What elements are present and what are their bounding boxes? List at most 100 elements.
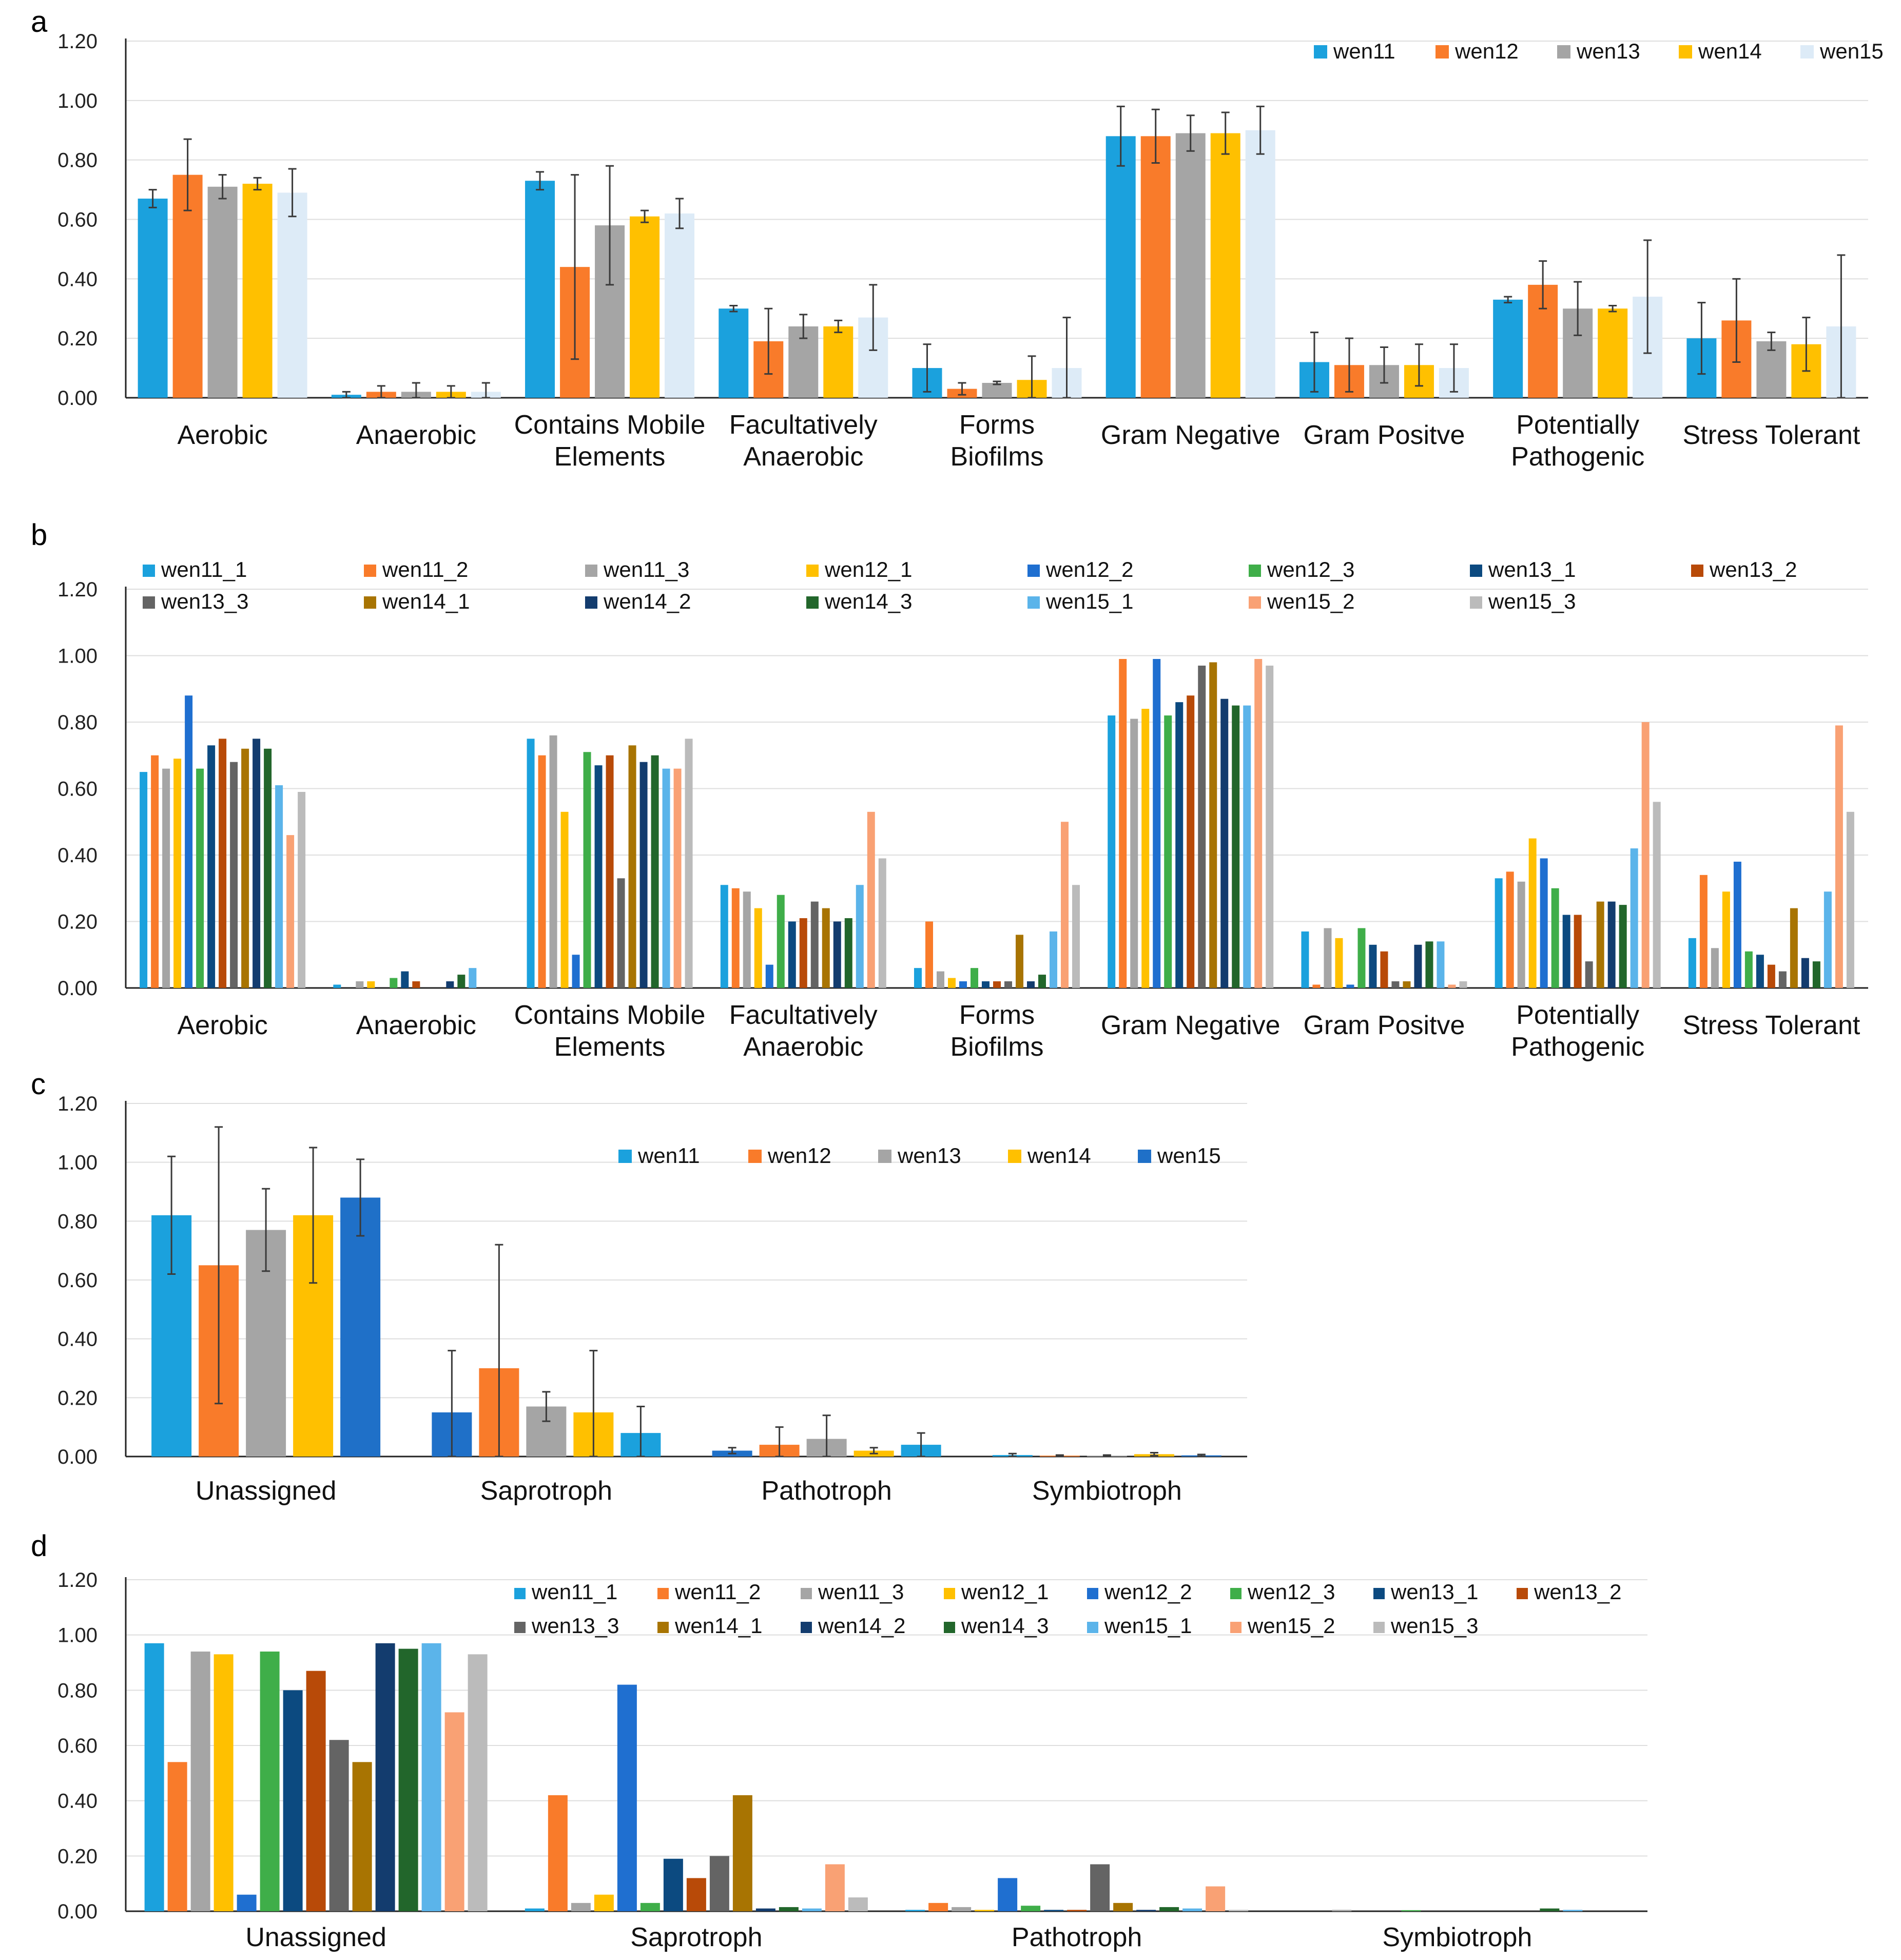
chart-d-legend-swatch bbox=[514, 1622, 526, 1633]
chart-d-y-tick-label: 0.40 bbox=[57, 1790, 98, 1813]
chart-b-legend: wen11_1 wen11_2 wen11_3 wen12_1 wen12_2 wen12… bbox=[143, 557, 1797, 613]
chart-c-error-bar-wen15 bbox=[1197, 1453, 1206, 1457]
chart-d-bar-wen15_3 bbox=[848, 1897, 868, 1911]
chart-c-category-label: Saprotroph bbox=[480, 1476, 612, 1506]
chart-b-bar-wen13_2 bbox=[1380, 951, 1388, 988]
chart-b-bar-wen15_3 bbox=[1459, 981, 1467, 988]
chart-b-legend-label: wen12_1 bbox=[824, 557, 912, 581]
chart-b-bar-wen12_3 bbox=[971, 968, 978, 988]
chart-b-bar-wen15_3 bbox=[1266, 665, 1274, 988]
chart-a-error-bar-wen14 bbox=[1414, 343, 1423, 387]
chart-a-category-label: Gram Positve bbox=[1303, 420, 1465, 450]
chart-a-bar-wen11 bbox=[525, 181, 555, 398]
chart-d-legend-swatch bbox=[801, 1588, 812, 1599]
chart-b-category-label: Stress Tolerant bbox=[1682, 1011, 1860, 1040]
chart-c-legend-swatch bbox=[1138, 1150, 1151, 1163]
chart-a-error-bar-wen13 bbox=[1186, 114, 1195, 152]
chart-d-bar-wen13_3 bbox=[329, 1740, 349, 1911]
chart-b-bar-wen15_1 bbox=[1437, 941, 1445, 988]
chart-b-category-label: Pathogenic bbox=[1511, 1032, 1644, 1062]
chart-b-bar-wen15_1 bbox=[856, 885, 864, 988]
chart-b-bar-wen11_2 bbox=[1506, 871, 1514, 988]
chart-b-bar-wen14_1 bbox=[822, 908, 830, 988]
chart-b-legend-swatch bbox=[1249, 565, 1261, 577]
chart-a-category-label: Contains Mobile bbox=[514, 410, 706, 440]
chart-a-error-bar-wen15 bbox=[1062, 317, 1071, 399]
chart-d-legend-label: wen15_2 bbox=[1247, 1614, 1335, 1638]
chart-a-error-bar-wen11 bbox=[536, 171, 545, 191]
chart-c-error-bar-wen13 bbox=[262, 1188, 270, 1272]
chart-b-bar-wen14_2 bbox=[1607, 901, 1616, 988]
chart-a-category-label: Gram Negative bbox=[1101, 420, 1281, 450]
chart-c-legend-label: wen14 bbox=[1027, 1143, 1091, 1168]
chart-b-bar-wen14_2 bbox=[1220, 698, 1229, 988]
chart-c-error-bar-wen15 bbox=[356, 1158, 365, 1237]
chart-a-error-bar-wen12 bbox=[1732, 278, 1741, 363]
chart-b-legend-swatch bbox=[585, 565, 597, 577]
chart-b-legend-label: wen12_2 bbox=[1045, 557, 1133, 581]
chart-b-bar-wen14_1 bbox=[1790, 908, 1798, 988]
chart-a-error-bar-wen13 bbox=[412, 382, 420, 399]
chart-a-y-tick-label: 0.80 bbox=[57, 149, 98, 172]
chart-d-legend-label: wen11_2 bbox=[674, 1580, 761, 1604]
chart-b-bar-wen14_3 bbox=[1232, 705, 1240, 988]
chart-d-legend-label: wen13_2 bbox=[1534, 1580, 1621, 1604]
chart-b-bar-wen11_3 bbox=[1324, 928, 1332, 988]
chart-a-bar-wen13 bbox=[207, 186, 238, 398]
chart-a-bar-wen12 bbox=[1140, 136, 1171, 398]
chart-b-bar-wen12_1 bbox=[1335, 938, 1343, 988]
chart-b-bar-wen13_3 bbox=[1778, 971, 1787, 988]
chart-d-bar-wen14_2 bbox=[755, 1908, 775, 1911]
chart-a-error-bar-wen11 bbox=[729, 304, 738, 313]
chart-b-bar-wen13_3 bbox=[230, 762, 238, 988]
chart-b-bar-wen12_2 bbox=[765, 964, 773, 988]
chart-d-legend-swatch bbox=[514, 1588, 526, 1599]
chart-b-bar-wen15_2 bbox=[1641, 722, 1650, 988]
chart-c-legend: wen11 wen12 wen13 wen14 wen15 bbox=[618, 1143, 1221, 1168]
chart-b-bar-wen13_3 bbox=[1391, 981, 1400, 988]
chart-b-y-tick-label: 0.40 bbox=[57, 844, 98, 867]
chart-d-y-tick-label: 1.00 bbox=[57, 1624, 98, 1647]
chart-a-legend: wen11 wen12 wen13 wen14 wen15 bbox=[1314, 39, 1884, 63]
chart-d-legend-swatch bbox=[1230, 1588, 1242, 1599]
chart-a-error-bar-wen15 bbox=[288, 168, 297, 218]
chart-b-y-tick-label: 0.60 bbox=[57, 778, 98, 801]
chart-d-bar-wen11_2 bbox=[928, 1903, 948, 1911]
chart-b-legend-swatch bbox=[1691, 565, 1703, 577]
chart-b-bar-wen13_1 bbox=[1756, 955, 1764, 988]
chart-b-bar-wen15_2 bbox=[1835, 725, 1843, 988]
chart-b-category-label: Gram Positve bbox=[1303, 1011, 1465, 1040]
chart-a-y-tick-label: 0.40 bbox=[57, 268, 98, 290]
chart-b-bar-wen15_2 bbox=[867, 811, 875, 988]
chart-b-bar-wen14_3 bbox=[651, 755, 659, 988]
chart-d-bar-wen14_1 bbox=[352, 1762, 372, 1911]
chart-b-legend-label: wen15_2 bbox=[1267, 589, 1354, 613]
chart-a-error-bar-wen12 bbox=[183, 138, 192, 211]
chart-d-legend-label: wen14_2 bbox=[818, 1614, 905, 1638]
chart-b-category-label: Anaerobic bbox=[356, 1011, 476, 1040]
chart-d-bar-wen12_1 bbox=[975, 1910, 995, 1911]
chart-b-bar-wen14_1 bbox=[1209, 662, 1217, 988]
chart-b-bar-wen12_2 bbox=[572, 955, 580, 988]
chart-b-bar-wen14_3 bbox=[1038, 975, 1046, 988]
chart-b-bar-wen14_1 bbox=[628, 745, 636, 988]
chart-b-bar-wen15_3 bbox=[1653, 802, 1661, 988]
chart-b-bar-wen13_1 bbox=[401, 971, 409, 988]
chart-d-category-label: Saprotroph bbox=[630, 1923, 762, 1952]
chart-b-bar-wen13_1 bbox=[982, 981, 990, 988]
chart-b-legend-swatch bbox=[585, 596, 597, 609]
chart-d-legend-swatch bbox=[1230, 1622, 1242, 1633]
chart-b-bar-wen14_3 bbox=[1812, 961, 1820, 988]
chart-d-bar-wen12_3 bbox=[260, 1651, 280, 1911]
chart-a-legend-label: wen14 bbox=[1698, 39, 1762, 63]
chart-b-legend-label: wen14_2 bbox=[603, 589, 691, 613]
chart-b-bar-wen12_1 bbox=[367, 981, 375, 988]
chart-b-bar-wen15_3 bbox=[1846, 811, 1854, 988]
chart-a-y-tick-label: 1.20 bbox=[57, 30, 98, 53]
chart-c-y-tick-label: 0.00 bbox=[57, 1446, 98, 1468]
chart-b-bar-wen14_3 bbox=[1619, 905, 1627, 988]
chart-d-legend-label: wen12_2 bbox=[1104, 1580, 1192, 1604]
chart-a-error-bar-wen14 bbox=[1027, 355, 1036, 399]
chart-b-bar-wen13_1 bbox=[788, 921, 796, 988]
